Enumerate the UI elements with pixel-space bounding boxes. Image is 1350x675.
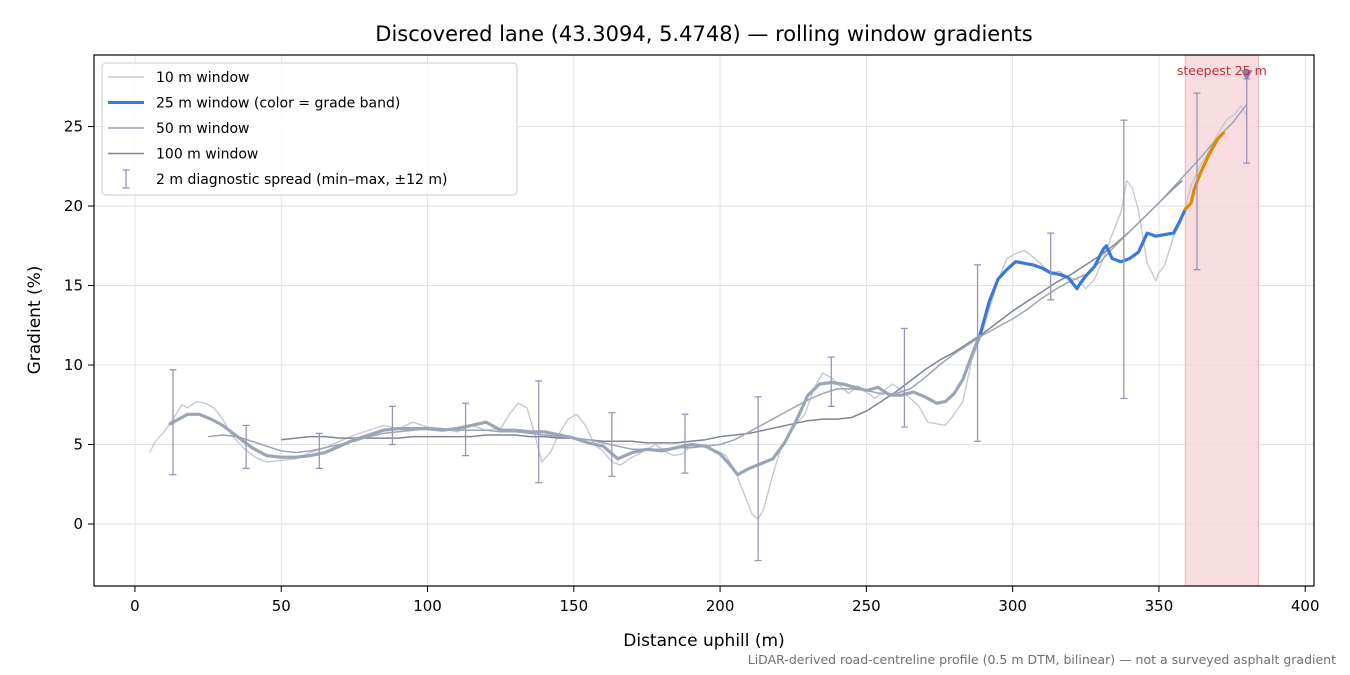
x-tick-label: 0 [130, 597, 140, 615]
plot-frame [93, 54, 1315, 587]
x-tick-label: 200 [706, 597, 735, 615]
diagnostic-errorbar [535, 380, 543, 484]
grid [94, 55, 1314, 586]
y-axis-label: Gradient (%) [25, 266, 45, 375]
y-tick-label: 25 [64, 118, 83, 136]
diagnostic-errorbar [681, 413, 689, 474]
legend-entry: 10 m window [108, 70, 249, 86]
x-tick-label: 150 [559, 597, 588, 615]
x-tick-label: 50 [272, 597, 291, 615]
legend-label: 2 m diagnostic spread (min–max, ±12 m) [156, 172, 447, 188]
series-layer [148, 70, 1253, 562]
diagnostic-errorbar [1193, 92, 1201, 271]
x-tick-label: 100 [413, 597, 442, 615]
x-axis-label: Distance uphill (m) [623, 631, 784, 651]
footnote: LiDAR-derived road-centreline profile (0… [748, 652, 1336, 667]
legend-box [101, 62, 518, 196]
y-tick-label: 0 [73, 515, 83, 533]
legend-entry: 2 m diagnostic spread (min–max, ±12 m) [122, 169, 447, 189]
chart-title: Discovered lane (43.3094, 5.4748) — roll… [375, 22, 1032, 46]
series-100m-line [281, 180, 1183, 444]
steepest-peak-marker [1240, 70, 1253, 81]
legend-label: 50 m window [156, 121, 249, 137]
diagnostic-errorbar [1120, 119, 1128, 400]
legend-entry: 25 m window (color = grade band) [108, 96, 400, 112]
diagnostic-errorbar [974, 264, 982, 442]
diagnostic-errorbar [388, 405, 396, 446]
legend: 10 m window 25 m window (color = grade ba… [101, 62, 518, 196]
axis-ticks: 0 50 100 150 200 250 300 350 400 0 5 10 15 20 25 [64, 118, 1320, 615]
series-50m-line [208, 103, 1248, 454]
x-tick-label: 400 [1291, 597, 1320, 615]
diagnostic-errorbar [169, 369, 177, 476]
diagnostic-errorbar [754, 396, 762, 562]
diagnostic-errorbar [900, 327, 908, 428]
y-tick-label: 10 [64, 356, 83, 374]
steepest-window-label: steepest 25 m [1177, 63, 1267, 78]
x-tick-label: 300 [998, 597, 1027, 615]
legend-label: 10 m window [156, 70, 249, 86]
diagnostic-errorbar [608, 412, 616, 477]
series-25m-line-orange [1183, 131, 1225, 211]
series-25m-line-blue [978, 207, 1187, 335]
series-25m-line-grey [168, 331, 983, 477]
diagnostic-errorbar [827, 356, 835, 408]
x-tick-label: 350 [1145, 597, 1174, 615]
y-tick-label: 5 [73, 436, 83, 454]
diagnostic-errorbar [315, 432, 323, 470]
legend-entry: 50 m window [108, 121, 249, 137]
diagnostic-errorbar [462, 402, 470, 457]
legend-label: 100 m window [156, 147, 258, 163]
x-tick-label: 250 [852, 597, 881, 615]
diagnostic-errorbar [242, 424, 250, 470]
legend-label: 25 m window (color = grade band) [156, 96, 400, 112]
y-tick-label: 20 [64, 197, 83, 215]
diagnostic-errorbar [1047, 232, 1055, 301]
y-tick-label: 15 [64, 277, 83, 295]
legend-entry: 100 m window [108, 147, 258, 163]
